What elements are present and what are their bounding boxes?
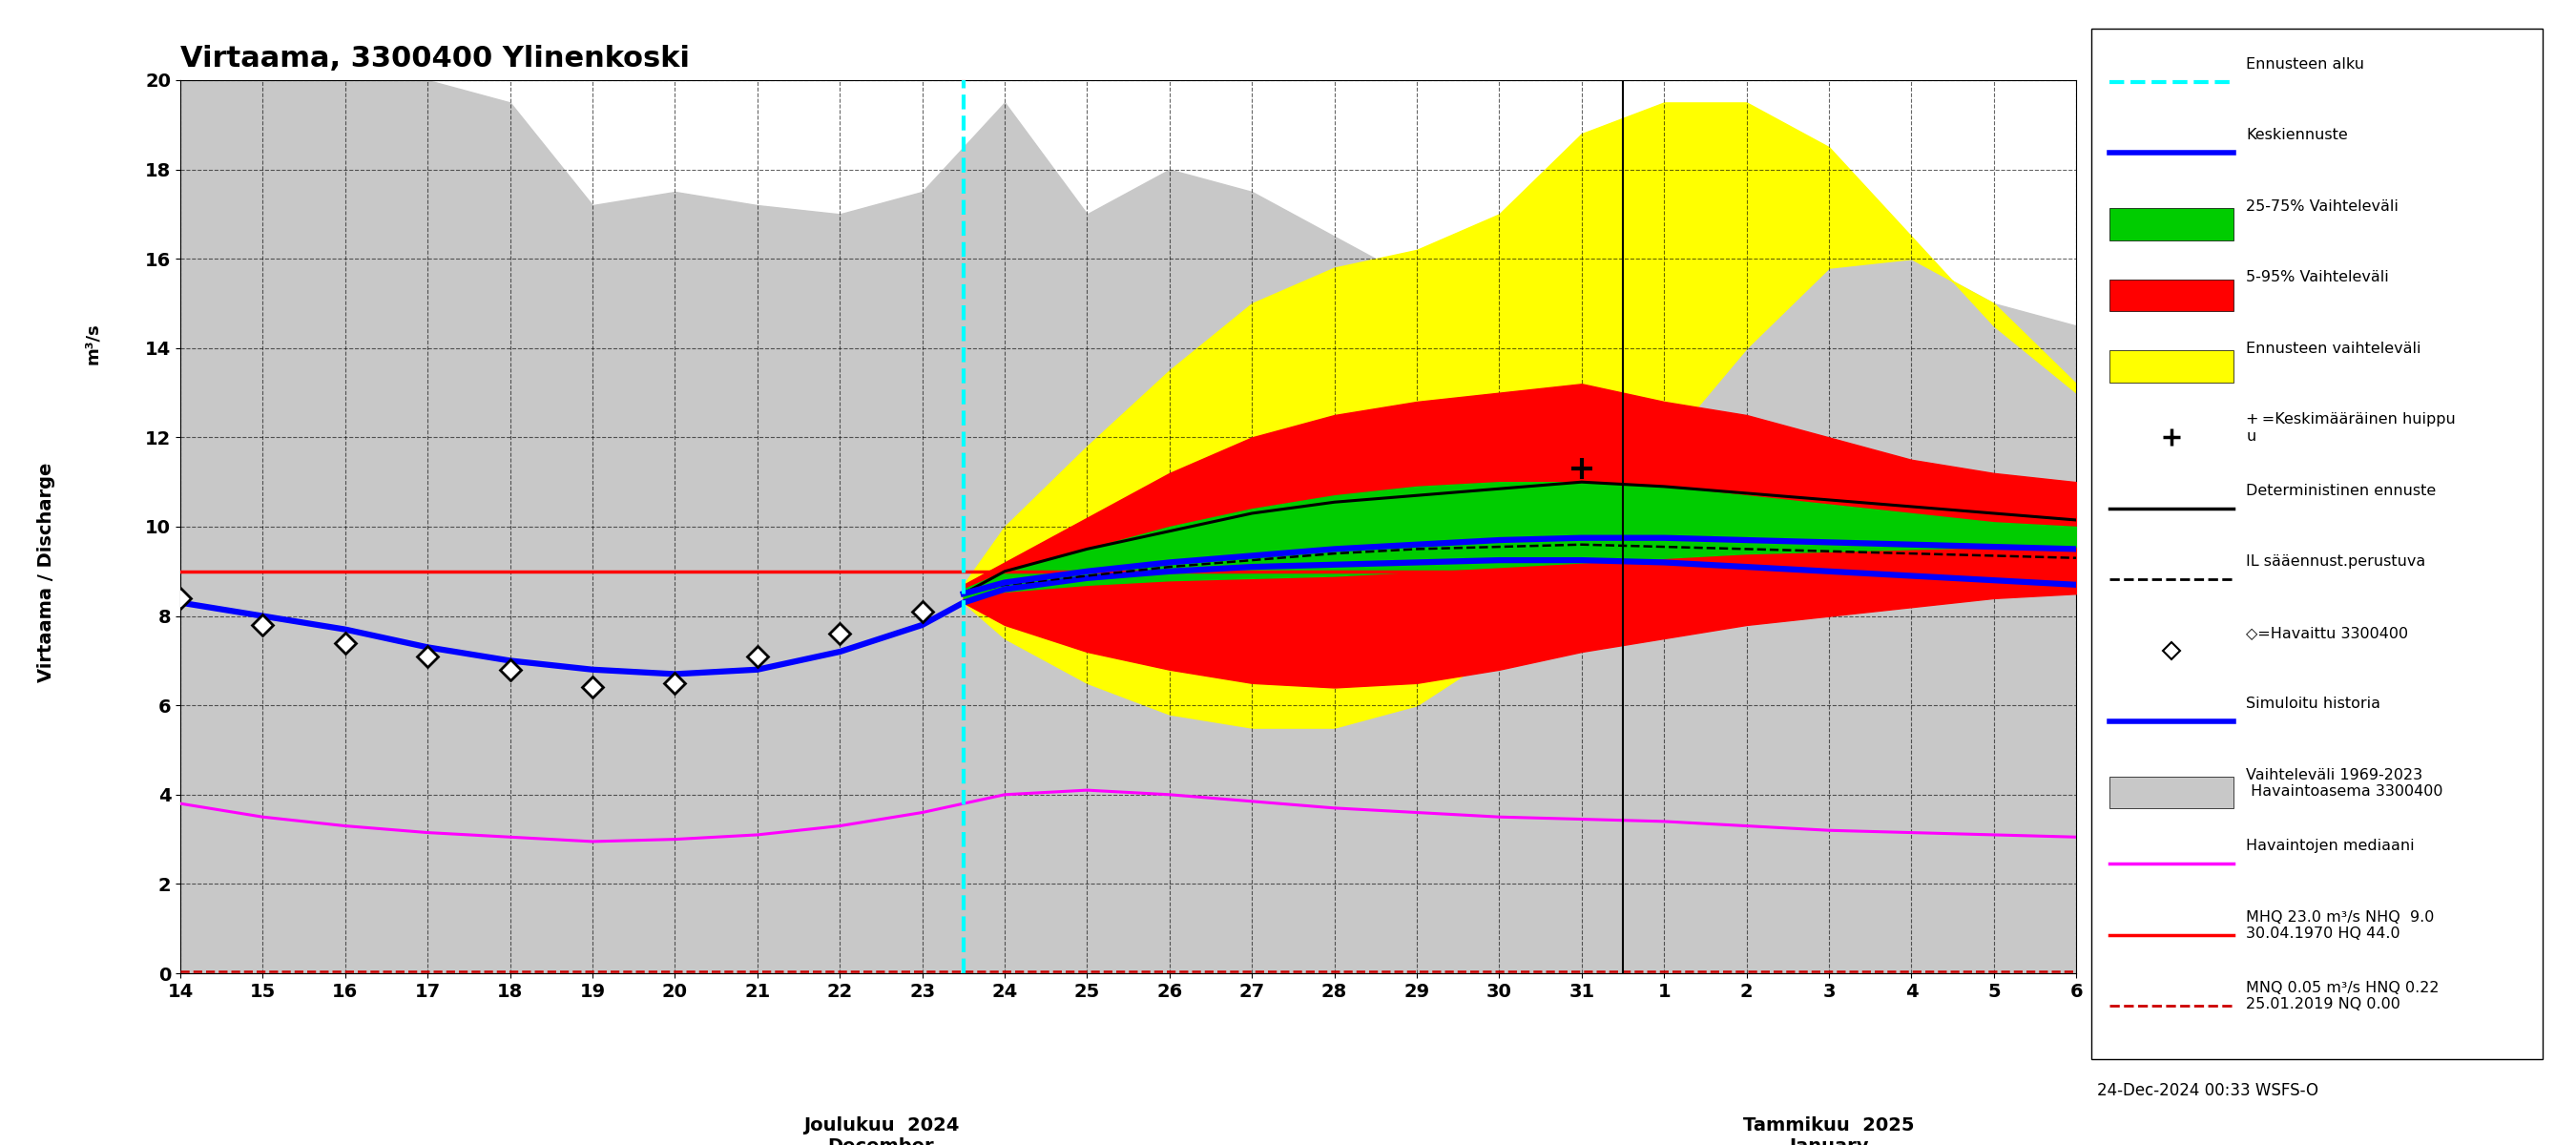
Text: 24-Dec-2024 00:33 WSFS-O: 24-Dec-2024 00:33 WSFS-O — [2097, 1082, 2318, 1099]
Text: Virtaama, 3300400 Ylinenkoski: Virtaama, 3300400 Ylinenkoski — [180, 45, 690, 72]
Text: Virtaama / Discharge: Virtaama / Discharge — [36, 463, 57, 682]
Text: 5-95% Vaihteleväli: 5-95% Vaihteleväli — [2246, 270, 2388, 285]
Text: ◇=Havaittu 3300400: ◇=Havaittu 3300400 — [2246, 625, 2409, 640]
Text: Simuloitu historia: Simuloitu historia — [2246, 696, 2380, 711]
Text: Keskiennuste: Keskiennuste — [2246, 128, 2349, 142]
Text: Joulukuu  2024
December: Joulukuu 2024 December — [804, 1116, 958, 1145]
Text: MNQ 0.05 m³/s HNQ 0.22
25.01.2019 NQ 0.00: MNQ 0.05 m³/s HNQ 0.22 25.01.2019 NQ 0.0… — [2246, 981, 2439, 1012]
Text: IL sääennust.perustuva: IL sääennust.perustuva — [2246, 554, 2427, 569]
Text: + =Keskimääräinen huippu
u: + =Keskimääräinen huippu u — [2246, 412, 2455, 443]
Text: Vaihteleväli 1969-2023
 Havaintoasema 3300400: Vaihteleväli 1969-2023 Havaintoasema 330… — [2246, 768, 2442, 799]
Text: m³/s: m³/s — [85, 323, 100, 364]
Text: Tammikuu  2025
January: Tammikuu 2025 January — [1744, 1116, 1914, 1145]
Text: Deterministinen ennuste: Deterministinen ennuste — [2246, 483, 2437, 498]
Text: 25-75% Vaihteleväli: 25-75% Vaihteleväli — [2246, 199, 2398, 213]
Text: Havaintojen mediaani: Havaintojen mediaani — [2246, 839, 2414, 853]
Text: Ennusteen alku: Ennusteen alku — [2246, 57, 2365, 71]
Text: Ennusteen vaihteleväli: Ennusteen vaihteleväli — [2246, 341, 2421, 356]
Text: MHQ 23.0 m³/s NHQ  9.0
30.04.1970 HQ 44.0: MHQ 23.0 m³/s NHQ 9.0 30.04.1970 HQ 44.0 — [2246, 910, 2434, 941]
